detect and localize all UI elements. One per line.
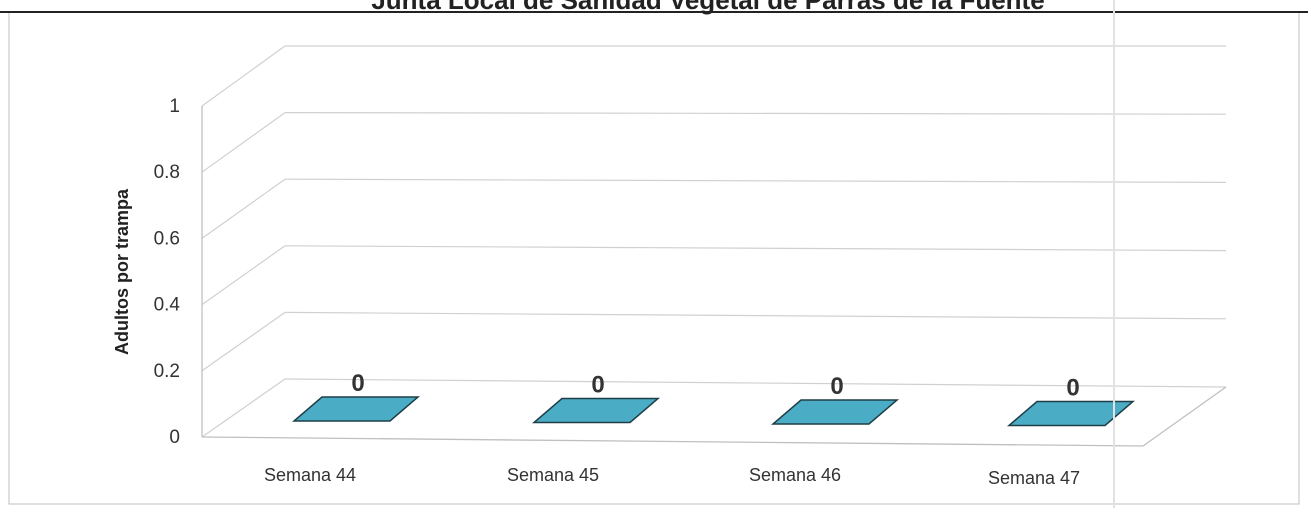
- gridline: [201, 45, 1226, 107]
- gridline: [201, 245, 1227, 306]
- chart-walls: [201, 106, 1227, 447]
- y-tick-label: 1: [169, 96, 180, 117]
- category-label: Semana 46: [749, 465, 841, 485]
- y-axis-label: Adultos por trampa: [112, 188, 132, 355]
- bar: [291, 396, 421, 422]
- y-tick-label: 0.8: [154, 162, 180, 183]
- chart-title: Junta Local de Sanidad Vegetal de Parras…: [371, 0, 1044, 15]
- floor-right-edge: [1142, 386, 1227, 447]
- y-tick-label: 0.2: [154, 361, 180, 382]
- data-label: 0: [591, 372, 604, 399]
- gridlines: [201, 45, 1227, 438]
- gridline: [201, 311, 1227, 372]
- bars: [291, 396, 1136, 427]
- y-axis-ticks: 0 0.2 0.4 0.6 0.8 1: [154, 96, 181, 448]
- y-tick-label: 0.4: [154, 295, 181, 316]
- data-label: 0: [1066, 375, 1079, 402]
- gridline: [201, 378, 1227, 438]
- category-label: Semana 47: [988, 468, 1080, 488]
- y-tick-label: 0: [169, 427, 180, 448]
- category-labels: Semana 44 Semana 45 Semana 46 Semana 47: [264, 465, 1080, 488]
- bar: [1006, 400, 1136, 427]
- data-label: 0: [351, 370, 364, 397]
- gridline: [201, 111, 1227, 173]
- data-labels: 0 0 0 0: [351, 370, 1079, 402]
- data-label: 0: [830, 373, 843, 400]
- gridline: [201, 178, 1227, 239]
- floor-front-edge: [201, 436, 1144, 447]
- bar: [770, 399, 900, 425]
- category-label: Semana 45: [507, 465, 599, 485]
- category-label: Semana 44: [264, 465, 356, 485]
- y-tick-label: 0.6: [154, 228, 180, 249]
- bar: [531, 397, 661, 424]
